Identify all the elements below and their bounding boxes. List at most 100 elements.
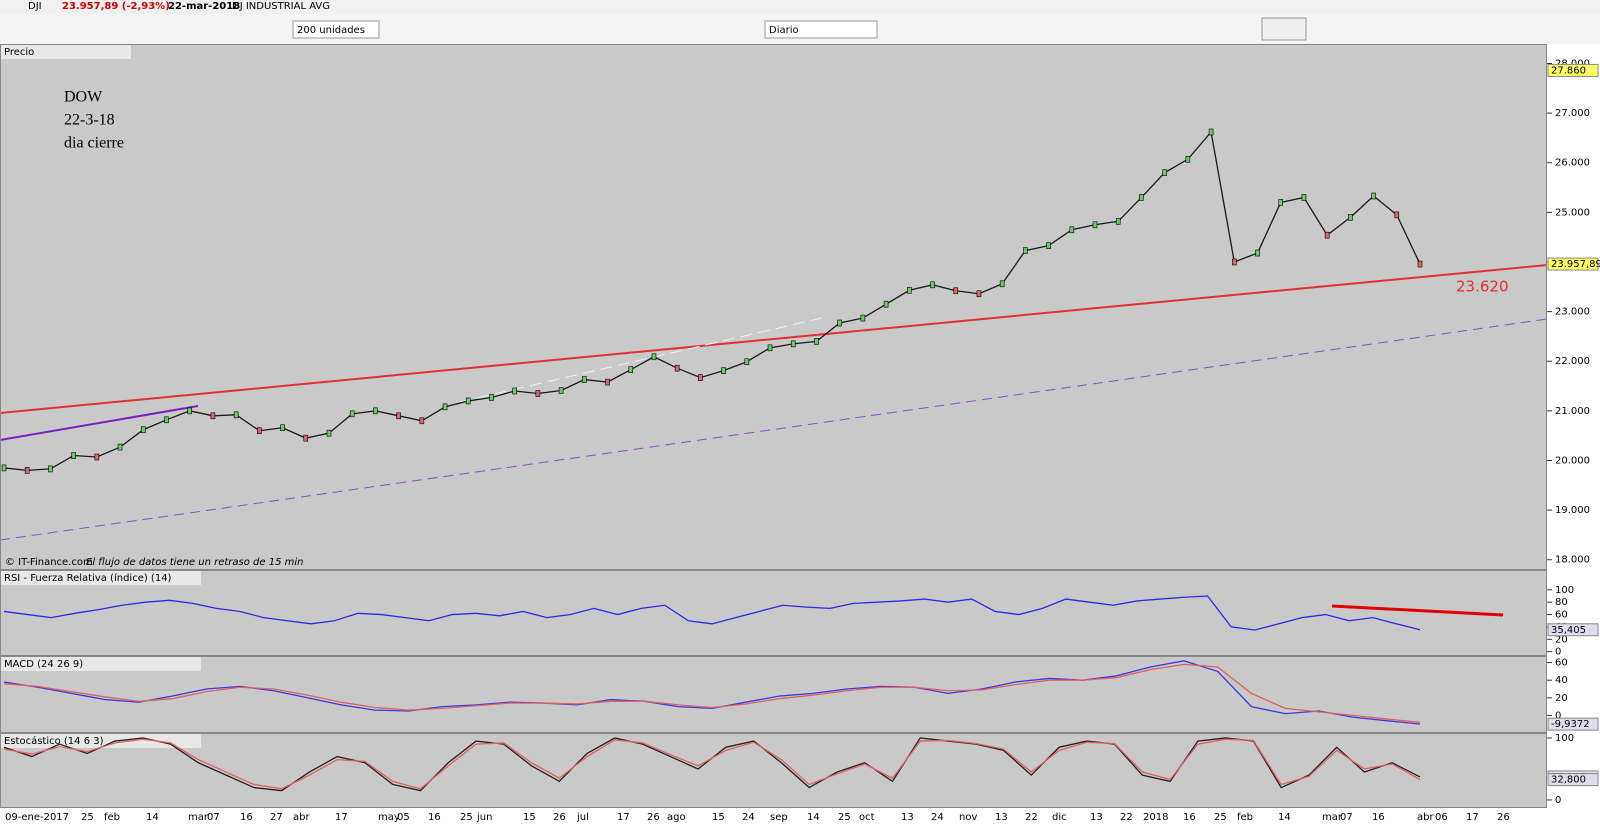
price-bar: [466, 398, 470, 404]
price-bar: [234, 412, 238, 418]
x-tick-label: 14: [807, 812, 820, 823]
price-bar: [652, 354, 656, 360]
price-bar: [606, 379, 610, 385]
x-tick-label: 09-ene-2017: [5, 812, 69, 823]
period: Diario: [769, 25, 799, 36]
y-tick-label: 18.000: [1555, 555, 1590, 566]
x-tick-label: abr: [293, 812, 310, 823]
price-bar: [211, 413, 215, 419]
x-tick-label: 13: [995, 812, 1008, 823]
x-tick-label: mar: [188, 812, 209, 823]
x-tick-label: feb: [104, 812, 120, 823]
annotation: 22-3-18: [64, 112, 115, 129]
annotation: DOW: [64, 89, 103, 106]
x-tick-label: jun: [476, 812, 492, 823]
price-bar: [1163, 170, 1167, 176]
price-bar: [861, 315, 865, 321]
y-tick-label: 40: [1555, 675, 1568, 686]
price-bar: [327, 430, 331, 436]
y-tick-label: 20.000: [1555, 455, 1590, 466]
x-tick-label: 07: [1340, 812, 1353, 823]
price-bar: [257, 428, 261, 434]
value-tag-label: 32,800: [1551, 775, 1586, 786]
units: 200 unidades: [297, 25, 365, 36]
x-tick-label: 16: [1183, 812, 1196, 823]
price-bar: [188, 408, 192, 414]
price-bar: [698, 375, 702, 381]
footer-note: El flujo de datos tiene un retraso de 15…: [86, 557, 303, 568]
price-bar: [304, 435, 308, 441]
y-tick-label: 0: [1555, 647, 1561, 658]
price-bar: [164, 417, 168, 423]
price-bar: [1418, 261, 1422, 267]
price-bar: [1302, 194, 1306, 200]
value-tag-label: 35,405: [1551, 625, 1586, 636]
x-tick-label: 14: [1278, 812, 1291, 823]
price-bar: [629, 367, 633, 373]
x-tick-label: feb: [1237, 812, 1253, 823]
price-bar: [118, 444, 122, 450]
x-tick-label: 25: [1214, 812, 1227, 823]
chart-type-button[interactable]: [1262, 18, 1306, 40]
value-tag-label: -9,9372: [1551, 719, 1590, 730]
x-tick-label: 17: [617, 812, 630, 823]
price-bar: [907, 287, 911, 293]
price-bar: [281, 425, 285, 431]
y-tick-label: 22.000: [1555, 356, 1590, 367]
footer-source: © IT-Finance.com: [5, 557, 93, 568]
x-tick-label: 22: [1025, 812, 1038, 823]
x-tick-label: 16: [428, 812, 441, 823]
price-bar: [48, 466, 52, 472]
y-tick-label: 100: [1555, 585, 1574, 596]
price-bar: [1395, 212, 1399, 218]
x-tick-label: 17: [335, 812, 348, 823]
x-tick-label: 05: [397, 812, 410, 823]
price-bar: [791, 341, 795, 347]
price-bar: [1279, 199, 1283, 205]
y-tick-label: 27.000: [1555, 108, 1590, 119]
x-tick-label: 13: [1090, 812, 1103, 823]
x-tick-label: 17: [1466, 812, 1479, 823]
y-tick-label: 19.000: [1555, 505, 1590, 516]
y-tick-label: 0: [1555, 795, 1561, 806]
price-bar: [25, 467, 29, 473]
level-label: 23.620: [1456, 278, 1509, 296]
panel-title: MACD (24 26 9): [4, 659, 83, 670]
price-bar: [559, 388, 563, 394]
price-bar: [1000, 281, 1004, 287]
price-bar: [489, 394, 493, 400]
price-bar: [675, 365, 679, 371]
price-bar: [1116, 218, 1120, 224]
x-tick-label: 16: [1372, 812, 1385, 823]
price-bar: [814, 338, 818, 344]
quote: 23.957,89 (-2,93%): [62, 1, 170, 12]
y-tick-label: 80: [1555, 597, 1568, 608]
x-tick-label: 24: [742, 812, 755, 823]
x-tick-label: 06: [1435, 812, 1448, 823]
y-tick-label: 60: [1555, 610, 1568, 621]
price-bar: [1139, 194, 1143, 200]
price-bar: [1348, 214, 1352, 220]
price-bar: [443, 404, 447, 410]
x-tick-label: 24: [931, 812, 944, 823]
x-tick-label: abr: [1417, 812, 1434, 823]
x-tick-label: 13: [901, 812, 914, 823]
price-bar: [1325, 232, 1329, 238]
price-bar: [977, 291, 981, 297]
x-tick-label: 25: [81, 812, 94, 823]
y-tick-label: 25.000: [1555, 207, 1590, 218]
x-tick-label: 16: [240, 812, 253, 823]
symbol: DJI: [28, 1, 42, 12]
value-tag-label: 23.957,89: [1551, 259, 1600, 270]
price-bar: [72, 453, 76, 459]
price-bar: [582, 377, 586, 383]
y-tick-label: 100: [1555, 733, 1574, 744]
value-tag-label: 27.860: [1551, 65, 1586, 76]
x-tick-label: 26: [647, 812, 660, 823]
x-tick-label: 25: [838, 812, 851, 823]
price-bar: [1070, 227, 1074, 233]
price-bar: [141, 427, 145, 433]
price-bar: [1093, 222, 1097, 228]
x-tick-label: oct: [859, 812, 875, 823]
